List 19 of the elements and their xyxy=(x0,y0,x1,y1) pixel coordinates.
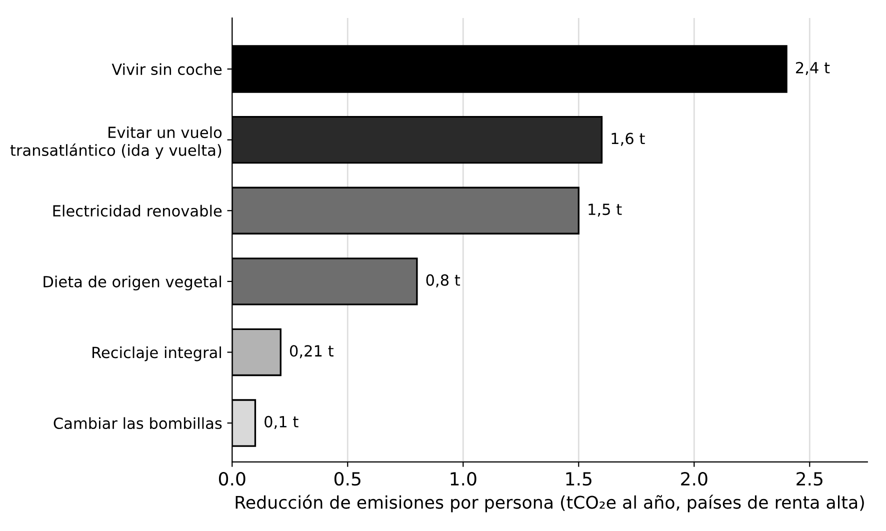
x-tick-label: 2.0 xyxy=(681,472,708,486)
x-tick-label: 1.0 xyxy=(450,472,476,486)
data-label: 0,21 t xyxy=(290,345,334,358)
data-label: 2,4 t xyxy=(796,62,830,76)
y-tick-label: Evitar un vuelo transatlántico (ida y vuelta) xyxy=(10,126,222,159)
x-axis-title: Reducción de emisiones por persona (tCO₂e al año, países de renta alta) xyxy=(236,494,864,512)
y-tick-label: Cambiar las bombillas xyxy=(54,417,222,430)
y-tick-label: Reciclaje integral xyxy=(92,346,221,362)
data-label: 0,1 t xyxy=(264,416,298,430)
x-tick-label: 0.0 xyxy=(218,472,246,486)
x-tick-label: 0.5 xyxy=(334,472,360,486)
y-tick-label: Vivir sin coche xyxy=(112,63,222,76)
x-tick-label: 2.5 xyxy=(796,472,822,486)
data-label: 0,8 t xyxy=(426,274,460,288)
y-tick-label: Electricidad renovable xyxy=(53,204,222,217)
x-tick-label: 1.5 xyxy=(566,472,592,486)
y-tick-label: Dieta de origen vegetal xyxy=(44,276,221,290)
data-label: 1,6 t xyxy=(612,132,645,146)
data-label: 1,5 t xyxy=(588,204,622,217)
